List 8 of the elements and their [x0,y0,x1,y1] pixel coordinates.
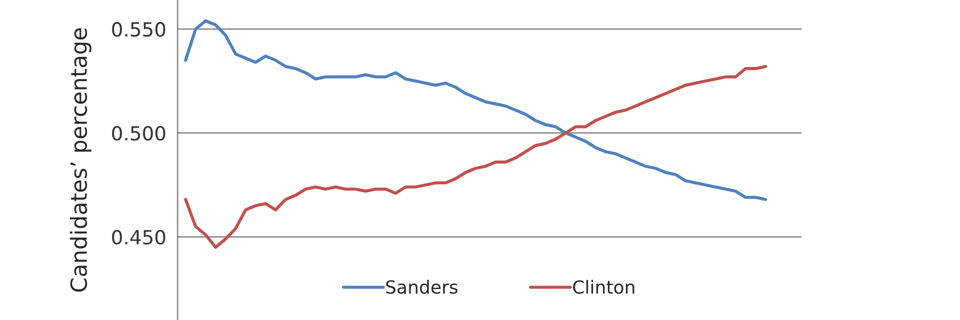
y-tick-label: 0.550 [112,22,166,37]
line-series [184,19,768,202]
y-tick-label: 0.500 [112,126,166,141]
legend-label: Clinton [573,280,634,294]
line-series [184,64,768,249]
y-axis-title: Candidates’ percentage [70,28,92,292]
y-tick-label: 0.450 [112,230,166,245]
legend-label: Sanders [386,280,458,294]
